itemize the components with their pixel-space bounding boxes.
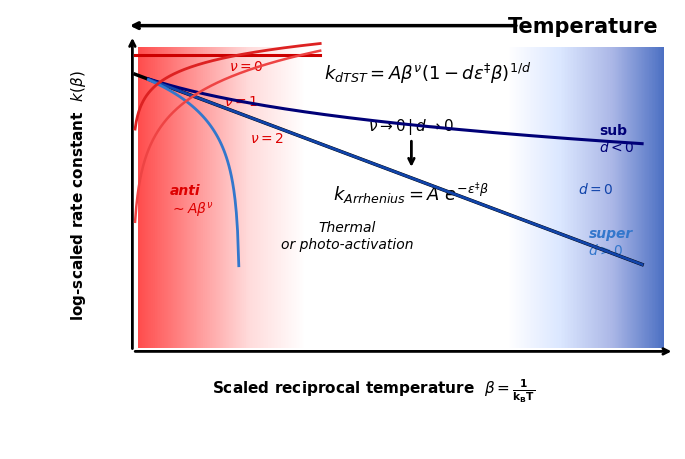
- Text: $\nu = 1$: $\nu = 1$: [223, 95, 258, 109]
- Text: $\nu = 2$: $\nu = 2$: [251, 132, 284, 146]
- Text: super
$d > 0$: super $d > 0$: [588, 227, 633, 258]
- Text: $k_{dTST} = A\beta^{\nu}(1 - d\varepsilon^{\ddagger}\beta)^{1/d}$: $k_{dTST} = A\beta^{\nu}(1 - d\varepsilo…: [324, 61, 532, 86]
- Text: sub
$d < 0$: sub $d < 0$: [599, 123, 635, 155]
- Text: anti
$\sim A\beta^{\nu}$: anti $\sim A\beta^{\nu}$: [170, 184, 214, 219]
- Text: $k_{Arrhenius} = A\ e^{-\varepsilon^{\ddagger}\beta}$: $k_{Arrhenius} = A\ e^{-\varepsilon^{\dd…: [334, 180, 490, 206]
- Text: $d = 0$: $d = 0$: [577, 182, 613, 196]
- Text: $\nu \to 0\,|\, d \to 0$: $\nu \to 0\,|\, d \to 0$: [369, 117, 454, 137]
- Text: Thermal
or photo-activation: Thermal or photo-activation: [281, 221, 413, 251]
- Text: log-scaled rate constant  $k(\beta)$: log-scaled rate constant $k(\beta)$: [69, 70, 88, 320]
- Text: Temperature: Temperature: [508, 17, 658, 37]
- Text: Scaled reciprocal temperature  $\beta = \mathregular{\frac{1}{k_BT}}$: Scaled reciprocal temperature $\beta = \…: [212, 377, 536, 404]
- Text: $\nu = 0$: $\nu = 0$: [229, 60, 264, 74]
